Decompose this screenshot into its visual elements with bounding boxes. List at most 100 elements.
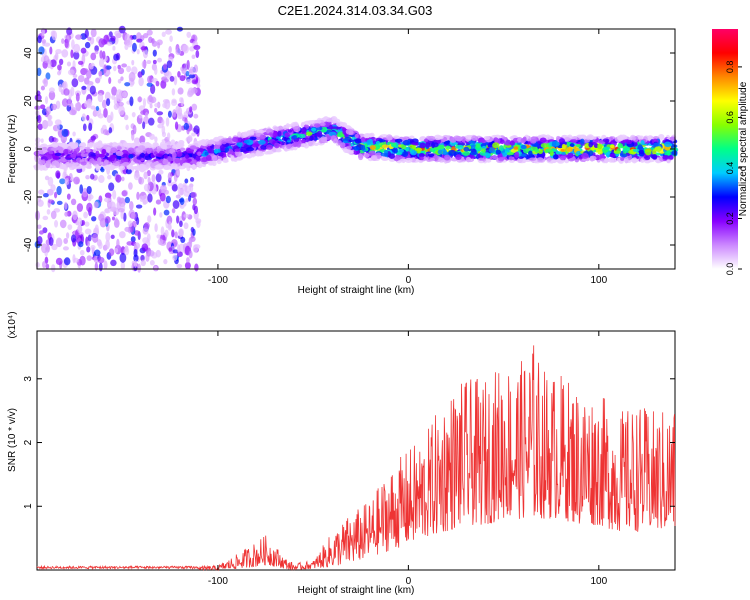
- spectrogram-cell: [391, 142, 397, 147]
- spectrogram-cell: [70, 49, 74, 59]
- spectrogram-cell: [194, 263, 199, 272]
- spectrogram-cell: [154, 66, 158, 76]
- spectrogram-cell: [81, 113, 87, 122]
- spectrogram-cell: [101, 99, 107, 109]
- spectrogram-cell: [189, 106, 193, 113]
- spectrogram-cell: [213, 144, 219, 151]
- spectrogram-cell: [604, 157, 609, 164]
- spectrogram-cell: [172, 152, 177, 159]
- spectrogram-cell: [293, 141, 299, 147]
- spectrogram-cell: [155, 249, 161, 258]
- spectrogram-cell: [150, 96, 157, 104]
- spectrogram-cell: [313, 142, 319, 147]
- spectrogram-cell: [478, 157, 485, 161]
- spectrogram-cell: [632, 148, 640, 152]
- spectrogram-cell: [139, 153, 146, 158]
- spectrogram-cell: [115, 89, 123, 99]
- spectrogram-cell: [647, 136, 652, 141]
- spectrogram-cell: [462, 151, 471, 156]
- spectrogram-x-label: Height of straight line (km): [298, 285, 415, 296]
- spectrogram-cell: [171, 100, 178, 107]
- spectrogram-cell: [432, 142, 439, 148]
- spectrogram-panel: -100 0 100 -40 -20 0 20 40 Height of straight …: [7, 25, 679, 296]
- spectrogram-cell: [454, 135, 463, 142]
- spectrogram-cell: [159, 184, 167, 194]
- spectrogram-cell: [163, 63, 168, 70]
- spectrogram-cell: [74, 102, 79, 109]
- spectrogram-cell: [668, 154, 674, 160]
- spectrogram-cell: [85, 174, 90, 180]
- spectrogram-cell: [520, 153, 527, 157]
- spectrogram-cell: [179, 197, 185, 206]
- spectrogram-cell: [605, 151, 611, 158]
- spectrogram-cell: [42, 261, 46, 269]
- spectrogram-cell: [106, 41, 113, 46]
- spectrogram-cell: [132, 124, 137, 135]
- snr-y-ticks: 1 2 3: [23, 376, 675, 509]
- spectrogram-cell: [114, 217, 119, 225]
- spectrogram-cell: [124, 196, 130, 204]
- spectrogram-cell: [114, 30, 122, 37]
- spectrogram-cell: [393, 148, 398, 154]
- spectrogram-cell: [588, 150, 594, 157]
- spectrogram-cell: [176, 170, 181, 176]
- spectrogram-cell: [80, 150, 86, 154]
- spectrogram-cell: [555, 151, 562, 155]
- spectrogram-cell: [45, 263, 50, 269]
- spectrogram-cell: [105, 231, 111, 242]
- spectrogram-cell: [127, 220, 133, 228]
- spectrogram-cell: [429, 157, 436, 162]
- spectrogram-cell: [144, 112, 149, 118]
- spectrogram-cell: [149, 260, 155, 266]
- spectrogram-cell: [154, 136, 158, 143]
- spectrogram-cell: [576, 143, 581, 148]
- spectrogram-cell: [143, 183, 151, 192]
- spectrogram-cell: [146, 147, 153, 152]
- spectrogram-cell: [104, 197, 111, 203]
- spectrogram-cell: [61, 128, 69, 137]
- spectrogram-cell: [57, 64, 62, 71]
- spectrogram-cell: [66, 61, 72, 67]
- spectrogram-cell: [118, 25, 126, 34]
- spectrogram-cell: [193, 64, 199, 73]
- spectrogram-cell: [501, 152, 508, 157]
- spectrogram-cell: [63, 257, 71, 266]
- spectrogram-cell: [110, 35, 116, 42]
- spectrogram-cell: [162, 158, 169, 165]
- spectrogram-cell: [122, 142, 128, 148]
- spectrogram-cell: [121, 91, 127, 98]
- spectrogram-cell: [277, 130, 282, 137]
- snr-y-tick-label: 3: [23, 376, 34, 382]
- spectrogram-cell: [147, 176, 151, 184]
- spectrogram-cell: [157, 238, 164, 246]
- spectrogram-cell: [186, 59, 190, 70]
- spectrogram-cell: [87, 36, 92, 41]
- spectrogram-cell: [131, 112, 136, 118]
- spectrogram-cell: [67, 97, 72, 107]
- spectrogram-cell: [104, 91, 111, 101]
- spectrogram-cell: [87, 234, 92, 242]
- spectrogram-cell: [98, 58, 105, 68]
- spectrogram-cell: [40, 85, 45, 91]
- spectrogram-x-tick-label: -100: [208, 275, 228, 286]
- spectrogram-cell: [142, 97, 147, 108]
- spectrogram-cell: [111, 216, 115, 221]
- spectrogram-cell: [80, 161, 87, 166]
- spectrogram-cell: [40, 104, 46, 110]
- spectrogram-cell: [104, 208, 110, 214]
- spectrogram-cell: [189, 145, 197, 150]
- spectrogram-cell: [128, 71, 136, 82]
- spectrogram-cell: [536, 157, 544, 163]
- spectrogram-cell: [155, 80, 160, 87]
- spectrogram-cell: [104, 65, 112, 70]
- spectrogram-cell: [191, 163, 196, 170]
- spectrogram-cell: [419, 156, 424, 161]
- snr-x-tick-label: 0: [406, 576, 412, 587]
- spectrogram-cell: [93, 201, 99, 209]
- spectrogram-cell: [141, 243, 149, 252]
- spectrogram-cell: [133, 230, 140, 236]
- spectrogram-cell: [196, 83, 201, 89]
- spectrogram-cell: [168, 46, 172, 54]
- spectrogram-cell: [186, 257, 190, 264]
- spectrogram-cell: [112, 189, 117, 200]
